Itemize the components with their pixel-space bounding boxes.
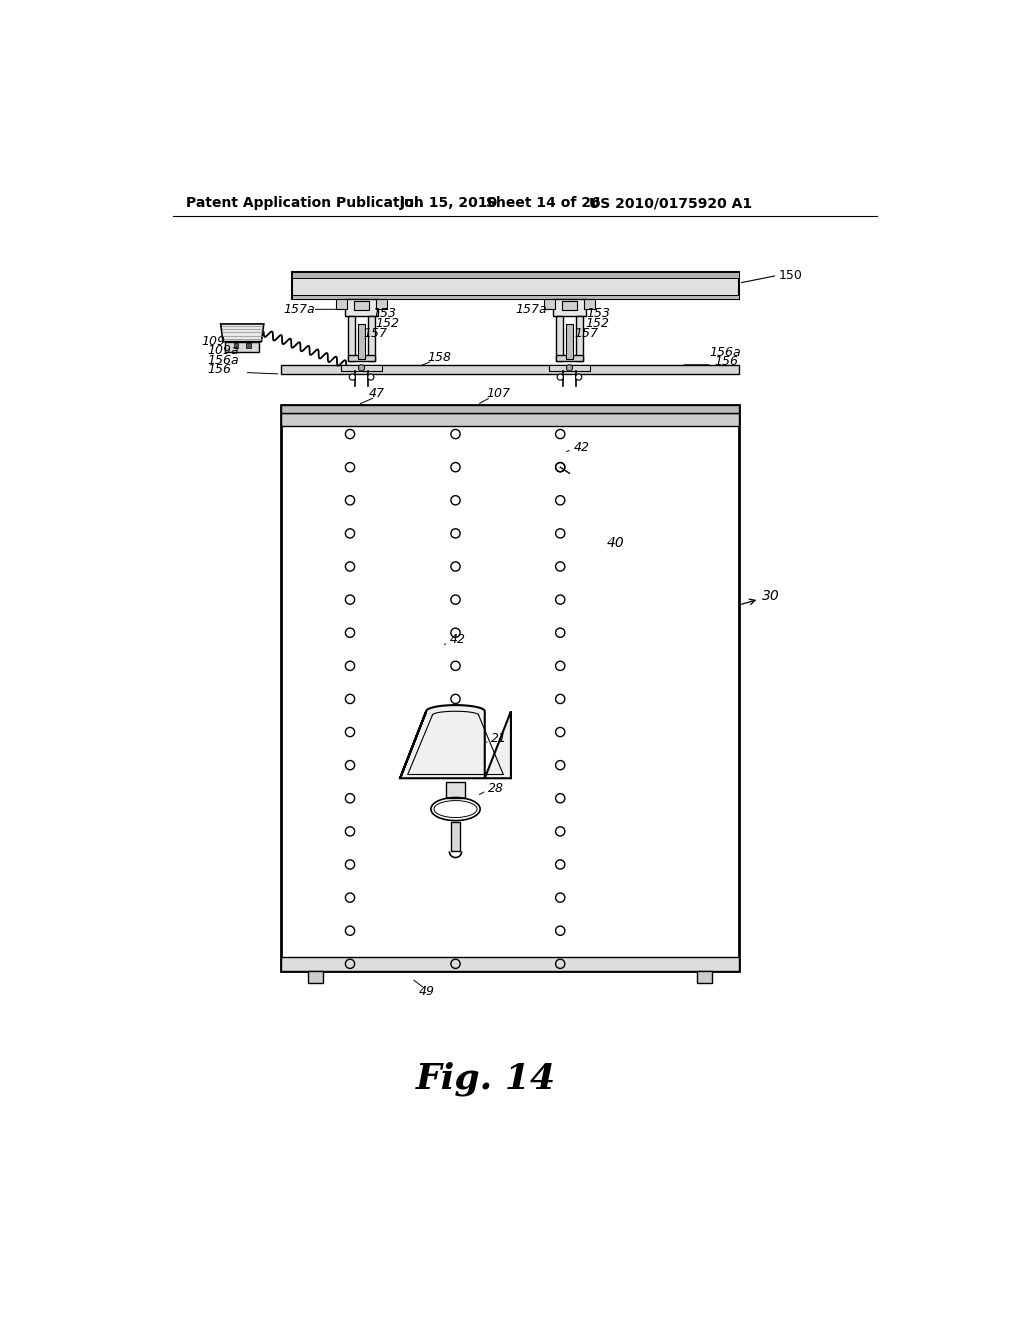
Text: 21: 21 bbox=[490, 731, 507, 744]
Text: 40: 40 bbox=[606, 536, 625, 550]
Bar bbox=[354, 301, 370, 310]
Text: 152: 152 bbox=[376, 317, 399, 330]
Bar bbox=[292, 272, 739, 300]
Text: 157: 157 bbox=[574, 327, 599, 341]
Text: 42: 42 bbox=[451, 634, 466, 647]
Bar bbox=[584, 300, 595, 309]
Polygon shape bbox=[220, 323, 264, 342]
Bar bbox=[562, 301, 578, 310]
Bar bbox=[348, 355, 375, 360]
Circle shape bbox=[358, 364, 365, 371]
Text: 47: 47 bbox=[370, 387, 385, 400]
Text: Sheet 14 of 26: Sheet 14 of 26 bbox=[486, 197, 601, 210]
Text: 109a: 109a bbox=[208, 345, 240, 358]
Circle shape bbox=[575, 374, 582, 380]
Text: 156: 156 bbox=[714, 355, 738, 368]
Bar bbox=[544, 300, 555, 309]
Text: 49: 49 bbox=[419, 985, 434, 998]
Bar bbox=[556, 317, 562, 360]
Text: 158: 158 bbox=[427, 351, 451, 363]
Bar bbox=[446, 781, 465, 797]
Bar bbox=[369, 317, 375, 360]
Text: 30: 30 bbox=[741, 589, 779, 605]
Text: 109: 109 bbox=[202, 335, 225, 348]
Text: US 2010/0175920 A1: US 2010/0175920 A1 bbox=[589, 197, 752, 210]
Text: Patent Application Publication: Patent Application Publication bbox=[186, 197, 424, 210]
Bar bbox=[281, 957, 739, 970]
Bar bbox=[225, 342, 259, 352]
Text: 156: 156 bbox=[208, 363, 231, 376]
Bar bbox=[549, 364, 590, 371]
Text: 153: 153 bbox=[373, 306, 396, 319]
Bar bbox=[577, 317, 583, 360]
Polygon shape bbox=[400, 705, 511, 779]
Bar bbox=[553, 300, 586, 317]
Bar bbox=[281, 413, 739, 426]
Bar bbox=[565, 323, 573, 359]
Bar bbox=[292, 296, 739, 300]
Text: 157a: 157a bbox=[284, 302, 315, 315]
Bar bbox=[246, 343, 251, 348]
Bar bbox=[556, 355, 583, 360]
Bar bbox=[357, 323, 366, 359]
Text: 152: 152 bbox=[586, 317, 609, 330]
Bar bbox=[281, 405, 739, 412]
Bar bbox=[376, 300, 387, 309]
Text: Fig. 14: Fig. 14 bbox=[416, 1061, 556, 1096]
Bar bbox=[233, 343, 239, 348]
Circle shape bbox=[557, 374, 563, 380]
Bar bbox=[348, 317, 354, 360]
Text: 157: 157 bbox=[364, 327, 387, 341]
Bar bbox=[307, 970, 323, 983]
Text: 156a: 156a bbox=[710, 346, 741, 359]
Text: 153: 153 bbox=[587, 306, 610, 319]
Text: 156a: 156a bbox=[208, 354, 240, 367]
Bar bbox=[336, 300, 347, 309]
Bar bbox=[345, 300, 378, 317]
Circle shape bbox=[368, 374, 374, 380]
Text: 107: 107 bbox=[486, 387, 510, 400]
Text: 28: 28 bbox=[487, 781, 504, 795]
Text: 42: 42 bbox=[573, 441, 589, 454]
Bar bbox=[292, 272, 739, 277]
Bar bbox=[341, 364, 382, 371]
Text: Jul. 15, 2010: Jul. 15, 2010 bbox=[400, 197, 499, 210]
Bar bbox=[696, 970, 712, 983]
Text: 157a: 157a bbox=[515, 302, 547, 315]
Bar bbox=[281, 405, 739, 970]
Bar bbox=[281, 364, 739, 374]
Circle shape bbox=[566, 364, 572, 371]
Bar bbox=[451, 822, 460, 851]
Text: 150: 150 bbox=[779, 269, 803, 282]
Circle shape bbox=[349, 374, 355, 380]
